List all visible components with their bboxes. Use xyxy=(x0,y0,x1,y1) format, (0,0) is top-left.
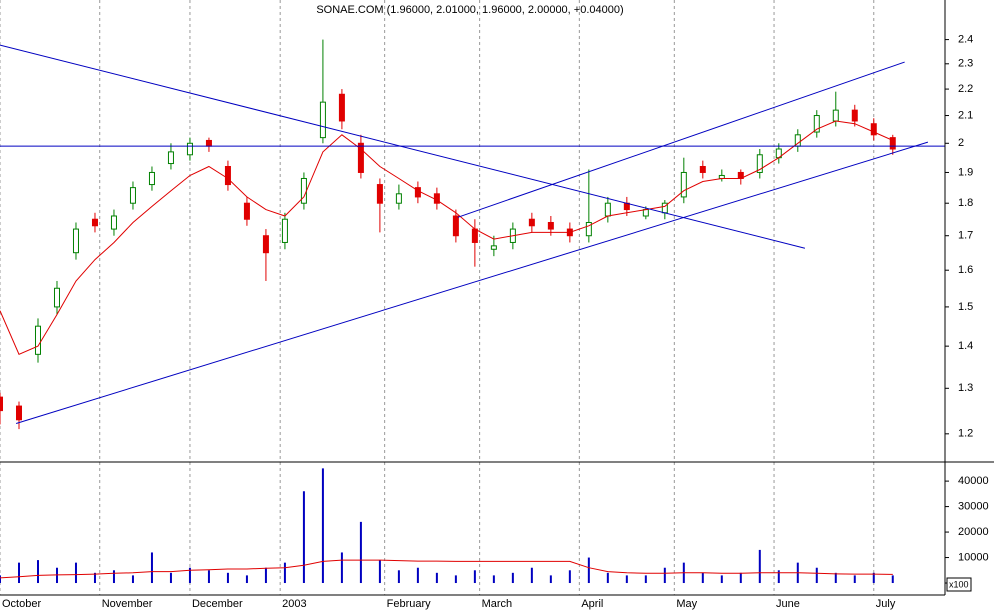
candle-body xyxy=(395,193,402,204)
y-tick-label: 1.9 xyxy=(958,166,973,178)
trend-line xyxy=(15,141,929,424)
candle-body xyxy=(756,154,763,173)
candle-body xyxy=(642,209,649,217)
candle-body xyxy=(870,123,877,136)
y-tick-label: 1.6 xyxy=(958,264,973,276)
candle-body xyxy=(224,166,231,186)
unit-box xyxy=(946,577,972,592)
volume-average xyxy=(0,559,893,579)
y-tick-label: 30000 xyxy=(958,500,989,512)
candle-body xyxy=(34,325,41,355)
y-tick-label: 1.7 xyxy=(958,230,973,242)
x-tick-label: December xyxy=(192,598,243,610)
candle-body xyxy=(585,221,592,237)
candle-body xyxy=(300,177,307,204)
candle-body xyxy=(129,187,136,204)
unit-label: x100 xyxy=(949,579,969,589)
y-tick-label: 1.4 xyxy=(958,340,973,352)
candle-body xyxy=(72,228,79,254)
candle-body xyxy=(0,396,3,412)
chart-title: SONAE.COM (1.96000, 2.01000, 1.96000, 2.… xyxy=(316,4,623,16)
candle-body xyxy=(148,171,155,186)
candle-body xyxy=(243,202,250,220)
x-tick-label: November xyxy=(102,598,153,610)
candle-body xyxy=(53,287,60,308)
candle-body xyxy=(281,218,288,243)
candle-body xyxy=(680,171,687,198)
y-tick-label: 2 xyxy=(958,137,964,149)
candle-body xyxy=(319,101,326,139)
candle-body xyxy=(15,405,22,421)
x-tick-label: May xyxy=(676,598,697,610)
candle-body xyxy=(376,184,383,204)
y-tick-label: 2.1 xyxy=(958,109,973,121)
y-tick-label: 1.8 xyxy=(958,197,973,209)
x-tick-label: 2003 xyxy=(282,598,306,610)
candle-body xyxy=(338,93,345,122)
candle-body xyxy=(604,202,611,217)
candle-body xyxy=(186,142,193,156)
y-tick-label: 1.2 xyxy=(958,428,973,440)
y-tick-label: 1.3 xyxy=(958,382,973,394)
x-tick-label: April xyxy=(581,598,603,610)
candle-body xyxy=(547,221,554,230)
candle-body xyxy=(471,228,478,243)
y-tick-label: 40000 xyxy=(958,475,989,487)
candle-body xyxy=(357,142,364,173)
y-tick-label: 2.4 xyxy=(958,33,973,45)
candle-body xyxy=(205,139,212,147)
candle-body xyxy=(832,109,839,122)
y-tick-label: 20000 xyxy=(958,526,989,538)
candle-body xyxy=(490,245,497,250)
x-tick-label: March xyxy=(482,598,513,610)
candle-body xyxy=(889,137,896,150)
y-tick-label: 2.3 xyxy=(958,58,973,70)
x-tick-label: July xyxy=(876,598,896,610)
candle-body xyxy=(110,215,117,230)
moving-average xyxy=(0,120,894,355)
trend-line xyxy=(0,44,806,249)
y-tick-label: 10000 xyxy=(958,551,989,563)
trend-line xyxy=(457,61,905,218)
candle-body xyxy=(699,166,706,173)
x-tick-label: October xyxy=(2,598,41,610)
candle-body xyxy=(91,218,98,227)
y-tick-label: 1.5 xyxy=(958,301,973,313)
candle-body xyxy=(528,218,535,227)
y-tick-label: 2.2 xyxy=(958,83,973,95)
candle-body xyxy=(167,151,174,165)
candle-body xyxy=(851,109,858,122)
candle-body xyxy=(813,115,820,133)
x-tick-label: February xyxy=(387,598,432,610)
candle-body xyxy=(452,215,459,237)
x-tick-label: June xyxy=(776,598,800,610)
candle-body xyxy=(262,235,269,254)
